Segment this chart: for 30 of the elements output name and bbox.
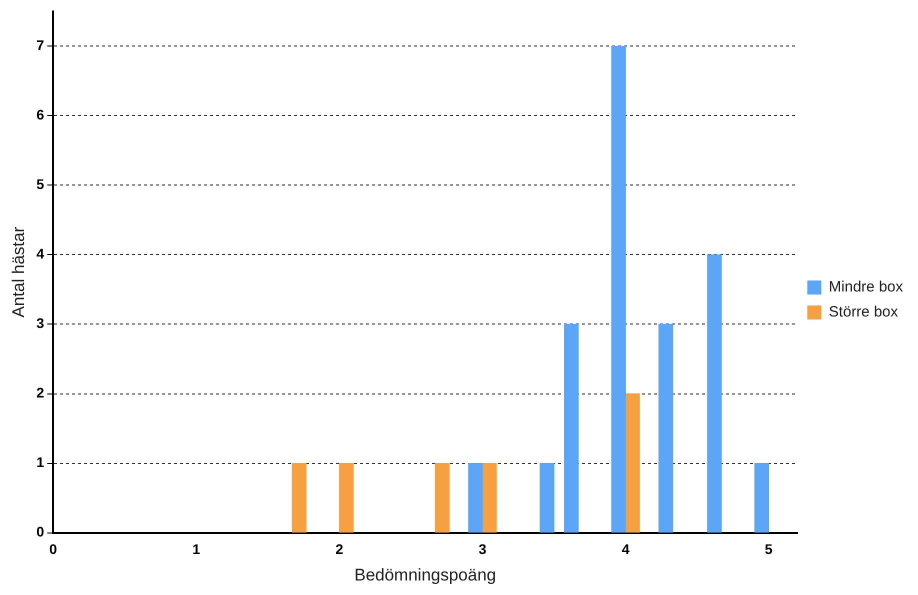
bar bbox=[540, 462, 554, 533]
y-tick-label: 5 bbox=[36, 176, 44, 192]
bar bbox=[468, 462, 483, 533]
legend-label: Större box bbox=[828, 304, 898, 321]
x-tick-label: 2 bbox=[335, 541, 344, 558]
x-tick-label: 0 bbox=[49, 541, 58, 558]
x-tick-label: 1 bbox=[192, 541, 200, 558]
y-axis-title: Antal hästar bbox=[8, 226, 28, 318]
bar bbox=[482, 462, 497, 533]
bar bbox=[625, 393, 640, 533]
bar bbox=[754, 462, 770, 533]
y-tick-label: 2 bbox=[36, 384, 44, 401]
bar bbox=[339, 462, 354, 533]
bar bbox=[611, 46, 626, 533]
y-tick-label: 4 bbox=[36, 246, 44, 262]
bar bbox=[707, 254, 722, 533]
x-tick-label: 4 bbox=[622, 541, 630, 558]
bar bbox=[292, 462, 306, 533]
y-tick-label: 6 bbox=[36, 106, 44, 123]
y-tick-label: 0 bbox=[36, 524, 44, 540]
y-tick-label: 1 bbox=[36, 454, 44, 470]
x-axis-title: Bedömningspoäng bbox=[354, 565, 496, 584]
bar bbox=[434, 462, 450, 533]
y-tick-label: 7 bbox=[36, 37, 44, 54]
bar bbox=[658, 324, 674, 533]
legend-label: Mindre box bbox=[828, 278, 904, 296]
y-tick-label: 3 bbox=[36, 315, 44, 332]
bar bbox=[564, 324, 579, 533]
x-tick-label: 3 bbox=[478, 541, 487, 558]
x-tick-label: 5 bbox=[764, 541, 773, 558]
